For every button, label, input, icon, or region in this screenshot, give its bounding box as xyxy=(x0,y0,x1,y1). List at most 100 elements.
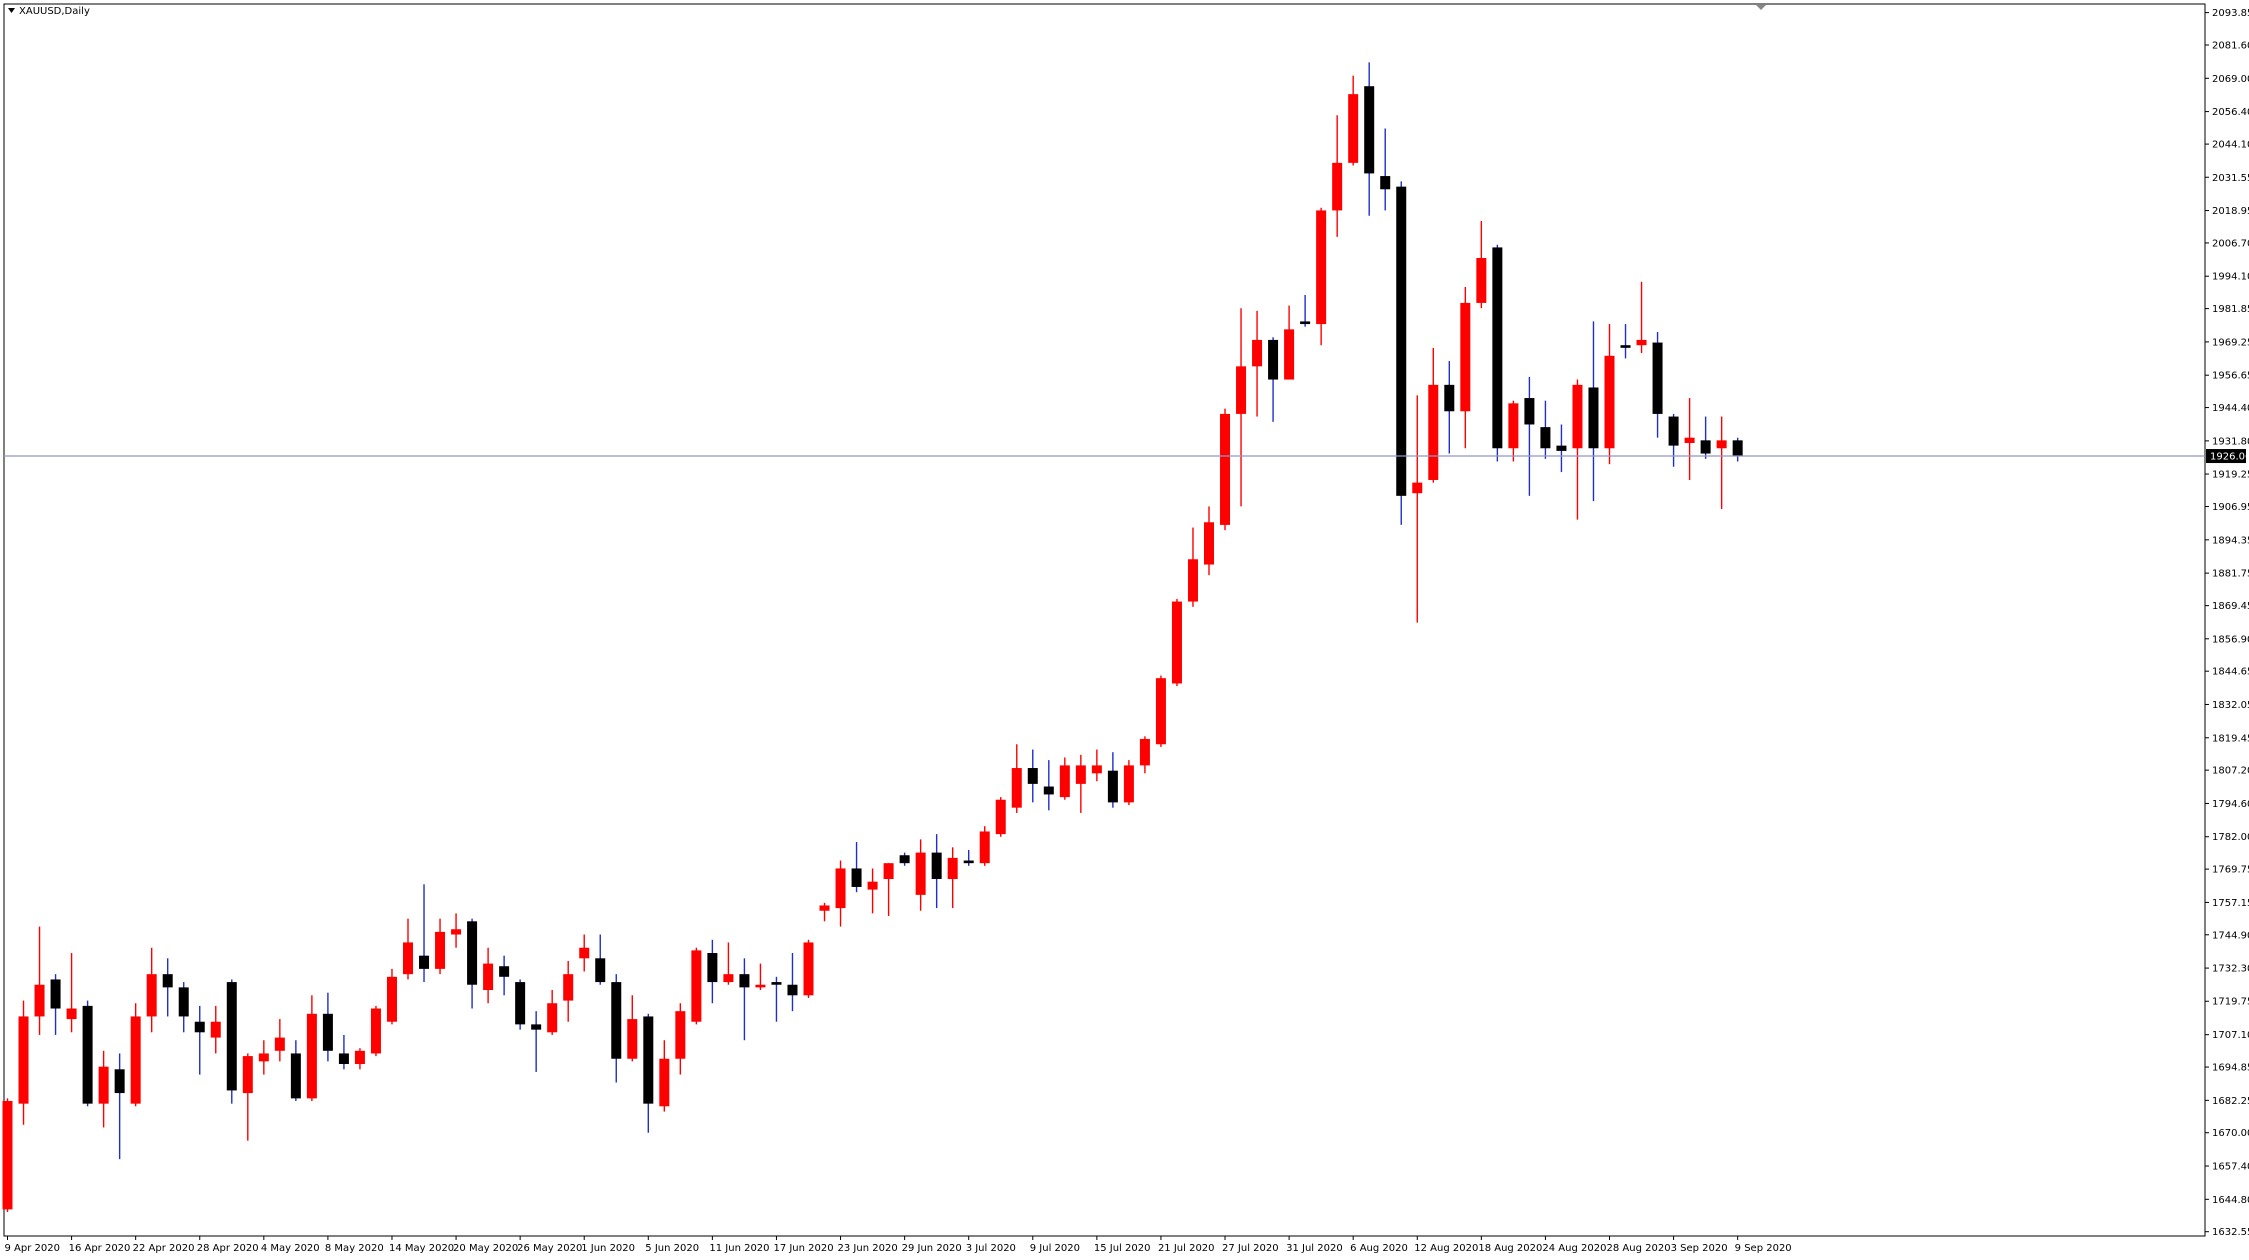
y-tick-label: 1757.15 xyxy=(2212,898,2249,909)
candle-body xyxy=(1572,384,1583,449)
collapse-arrow[interactable] xyxy=(8,8,15,13)
candle-body xyxy=(130,1016,141,1104)
candle-body xyxy=(354,1050,365,1065)
candle-body xyxy=(963,860,974,864)
candle-body xyxy=(723,974,734,983)
y-tick-label: 1869.45 xyxy=(2212,601,2249,612)
y-tick-label: 1832.05 xyxy=(2212,700,2249,711)
candle-body xyxy=(499,966,510,977)
x-tick-label: 31 Jul 2020 xyxy=(1286,1243,1343,1254)
candle-body xyxy=(1396,186,1407,496)
x-tick-label: 1 Jun 2020 xyxy=(581,1243,635,1254)
candle-body xyxy=(146,974,157,1017)
candle-body xyxy=(803,942,814,996)
candle-body xyxy=(467,921,478,985)
x-tick-label: 8 May 2020 xyxy=(325,1243,384,1254)
y-tick-label: 2081.60 xyxy=(2212,40,2249,51)
x-tick-label: 20 May 2020 xyxy=(453,1243,518,1254)
candle-body xyxy=(306,1013,317,1099)
candle-body xyxy=(547,1003,558,1033)
candle-body xyxy=(34,984,45,1017)
y-tick-label: 1807.20 xyxy=(2212,766,2249,777)
candle-body xyxy=(274,1037,285,1051)
x-tick-label: 11 Jun 2020 xyxy=(709,1243,769,1254)
y-tick-label: 1931.80 xyxy=(2212,436,2249,447)
candle-body xyxy=(178,987,189,1017)
candle-body xyxy=(162,974,173,988)
candle-body xyxy=(1428,384,1439,480)
y-tick-label: 2093.85 xyxy=(2212,8,2249,19)
x-tick-label: 6 Aug 2020 xyxy=(1350,1243,1408,1254)
y-tick-label: 1694.85 xyxy=(2212,1063,2249,1074)
candle-body xyxy=(258,1053,269,1062)
x-tick-label: 16 Apr 2020 xyxy=(69,1243,131,1254)
candle-body xyxy=(322,1013,333,1051)
candle-body xyxy=(1027,768,1038,784)
plot-frame xyxy=(3,3,2206,1237)
candle-body xyxy=(242,1056,253,1094)
y-tick-label: 1981.85 xyxy=(2212,304,2249,315)
y-tick-label: 1744.90 xyxy=(2212,930,2249,941)
candle-body xyxy=(1252,339,1263,367)
candle-body xyxy=(1508,403,1519,449)
candle-body xyxy=(1268,339,1279,380)
y-tick-label: 1969.25 xyxy=(2212,337,2249,348)
x-tick-label: 24 Aug 2020 xyxy=(1542,1243,1606,1254)
x-tick-label: 3 Sep 2020 xyxy=(1671,1243,1728,1254)
x-tick-label: 22 Apr 2020 xyxy=(133,1243,195,1254)
x-tick-label: 18 Aug 2020 xyxy=(1478,1243,1542,1254)
candle-body xyxy=(435,931,446,969)
y-tick-label: 1769.75 xyxy=(2212,865,2249,876)
candle-body xyxy=(50,979,61,1009)
candle-body xyxy=(819,905,830,911)
x-tick-label: 23 Jun 2020 xyxy=(838,1243,898,1254)
x-tick-label: 9 Sep 2020 xyxy=(1735,1243,1792,1254)
x-tick-label: 5 Jun 2020 xyxy=(645,1243,699,1254)
candle-body xyxy=(1604,355,1615,449)
y-tick-label: 2006.70 xyxy=(2212,238,2249,249)
x-tick-label: 26 May 2020 xyxy=(517,1243,582,1254)
candle-body xyxy=(1364,86,1375,174)
candle-body xyxy=(675,1011,686,1059)
candle-body xyxy=(1684,437,1695,443)
price-label-box xyxy=(2206,449,2246,464)
candle-body xyxy=(18,1016,29,1104)
candle-body xyxy=(1171,601,1182,684)
candle-body xyxy=(659,1058,670,1107)
candle-body xyxy=(563,974,574,1001)
candle-body xyxy=(386,976,397,1022)
candle-body xyxy=(419,955,430,969)
candle-body xyxy=(1492,247,1503,449)
candle-body xyxy=(82,1005,93,1104)
candle-body xyxy=(66,1008,77,1020)
candle-body xyxy=(1043,786,1054,795)
candle-body xyxy=(114,1069,125,1094)
y-tick-label: 1944.40 xyxy=(2212,403,2249,414)
y-tick-label: 1644.80 xyxy=(2212,1195,2249,1206)
shift-marker[interactable] xyxy=(1756,5,1766,10)
candle-body xyxy=(451,929,462,935)
chart-title: XAUUSD,Daily xyxy=(19,6,90,17)
candle-body xyxy=(531,1024,542,1030)
y-tick-label: 2044.10 xyxy=(2212,140,2249,151)
candle-body xyxy=(995,799,1006,835)
y-tick-label: 2056.40 xyxy=(2212,107,2249,118)
x-tick-label: 21 Jul 2020 xyxy=(1158,1243,1215,1254)
candle-body xyxy=(226,982,237,1091)
y-tick-label: 1844.65 xyxy=(2212,667,2249,678)
candle-body xyxy=(1075,765,1086,784)
price-label: 1926.06 xyxy=(2210,452,2249,463)
candle-body xyxy=(627,1019,638,1059)
candle-body xyxy=(1524,398,1535,425)
y-tick-label: 2069.00 xyxy=(2212,74,2249,85)
candle-body xyxy=(98,1066,109,1104)
x-tick-label: 12 Aug 2020 xyxy=(1414,1243,1478,1254)
candle-body xyxy=(947,857,958,880)
candle-body xyxy=(1636,339,1647,346)
candle-body xyxy=(1444,384,1455,412)
candle-body xyxy=(1187,559,1198,602)
x-tick-label: 4 May 2020 xyxy=(261,1243,320,1254)
candle-body xyxy=(771,982,782,985)
